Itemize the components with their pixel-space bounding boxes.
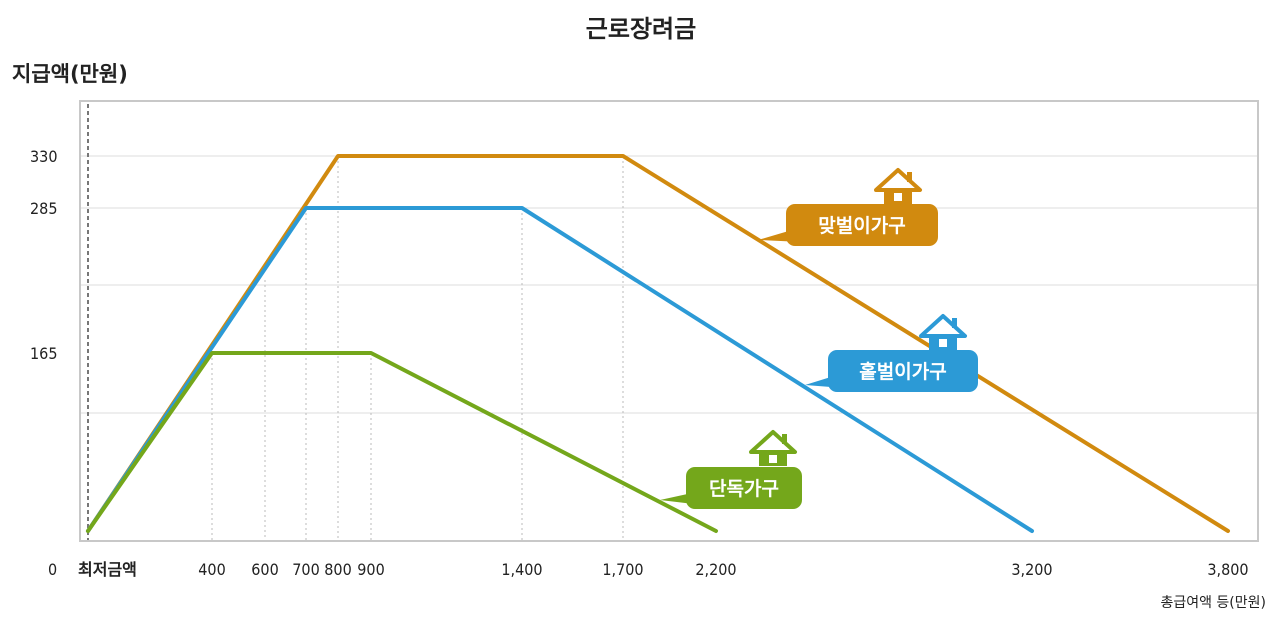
house-icon [749,430,797,466]
x-tick-label: 800 [324,560,351,579]
series-label-badge: 홑벌이가구 [805,314,978,392]
series-name: 홑벌이가구 [859,360,946,383]
x-tick-label: 1,400 [501,560,542,579]
plot-frame [79,100,1259,542]
series-line [86,206,1034,533]
series-label-badge: 단독가구 [660,430,802,509]
x-tick-label: 1,700 [602,560,643,579]
x-tick-label: 2,200 [695,560,736,579]
y-tick-label: 330 [30,147,57,166]
series-name: 단독가구 [709,478,779,500]
x-tick-label: 600 [251,560,278,579]
y-tick-label: 165 [30,344,57,363]
x-tick-label: 3,200 [1011,560,1052,579]
x-tick-label: 700 [292,560,319,579]
x-tick-label: 900 [357,560,384,579]
badge-box [828,350,978,392]
chart-title: 근로장려금 [586,15,696,43]
series-name: 맞벌이가구 [818,215,905,237]
series-line [86,351,718,533]
y-axis-label: 지급액(만원) [12,62,128,86]
series-label-badge: 맞벌이가구 [758,168,938,246]
y-tick-label: 285 [30,199,57,218]
x-axis-label: 총급여액 등(만원) [1160,595,1266,611]
house-icon [919,314,967,350]
badge-box [686,467,802,509]
badge-box [786,204,938,246]
house-icon [874,168,922,204]
x-tick-label: 3,800 [1207,560,1248,579]
origin-label: 0 [48,560,57,579]
x-tick-label-min: 최저금액 [78,560,137,579]
x-tick-label: 400 [198,560,225,579]
